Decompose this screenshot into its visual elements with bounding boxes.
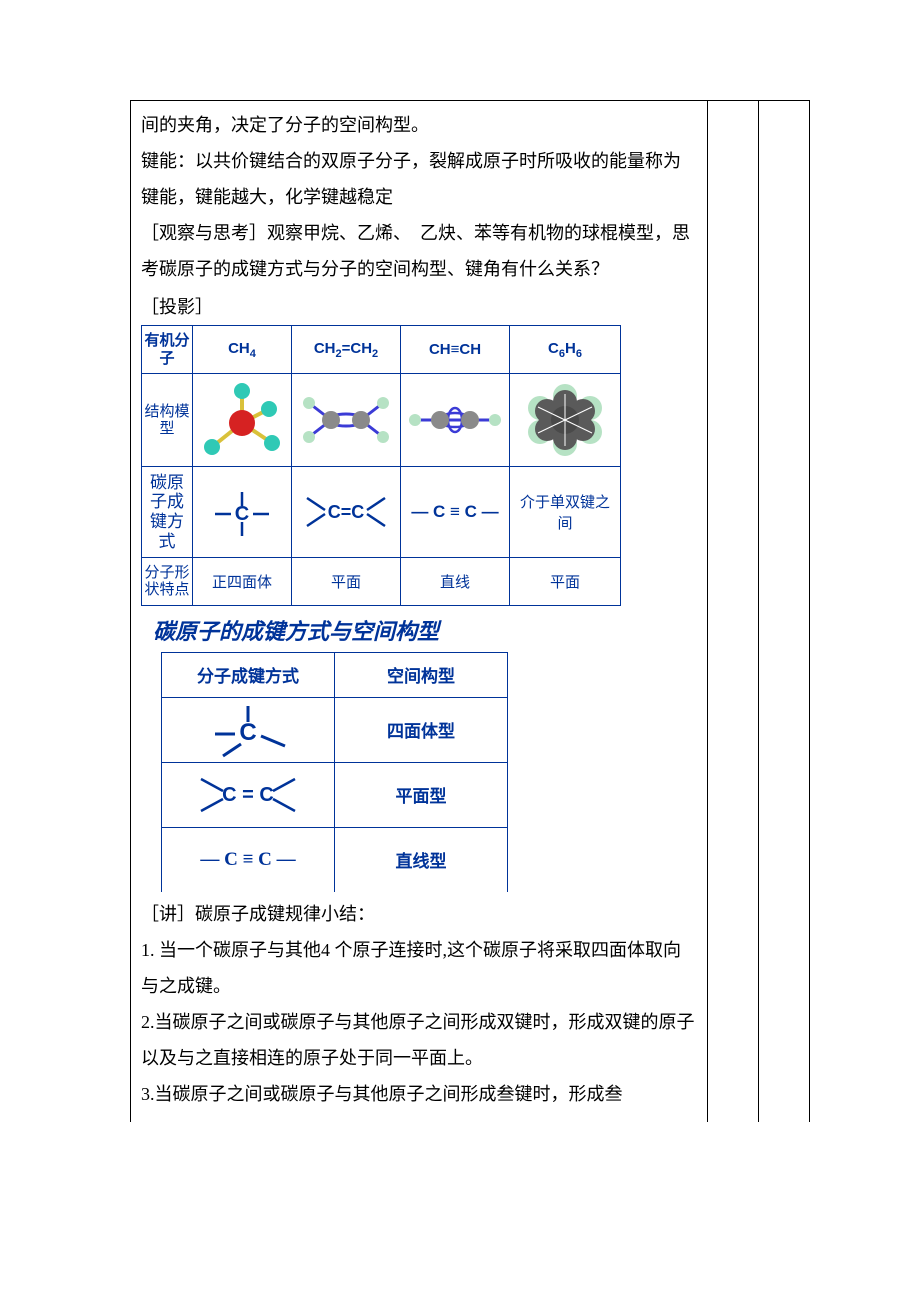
formula-ch4: CH4: [193, 326, 292, 374]
geometry-linear: 直线型: [335, 827, 508, 892]
intro-paragraph-1: 间的夹角，决定了分子的空间构型。: [141, 107, 697, 143]
table-row: 结构模型: [142, 373, 621, 466]
acetylene-icon: [405, 400, 505, 440]
shape-planar-1: 平面: [292, 558, 401, 606]
row-header-bonding: 碳原子成键方式: [142, 466, 193, 557]
observation-prompt: ［观察与思考］观察甲烷、乙烯、 乙炔、苯等有机物的球棍模型，思考碳原子的成键方式…: [141, 215, 697, 287]
outer-cell: 间的夹角，决定了分子的空间构型。 键能：以共价键结合的双原子分子，裂解成原子时所…: [130, 100, 810, 1122]
head-geometry: 空间构型: [335, 652, 508, 697]
bonding-benzene: 介于单双键之间: [510, 466, 621, 557]
bondmode-single: C: [162, 697, 335, 762]
table-row: — C ≡ C — 直线型: [162, 827, 508, 892]
side-column-1: [708, 101, 759, 1122]
double-bond-icon: C = C: [193, 771, 303, 819]
bonding-triple: — C ≡ C —: [401, 466, 510, 557]
head-bondmode: 分子成键方式: [162, 652, 335, 697]
row-header-molecule: 有机分子: [142, 326, 193, 374]
side-column-2: [759, 101, 809, 1122]
formula-c2h2: CH≡CH: [401, 326, 510, 374]
formula-c2h4: CH2=CH2: [292, 326, 401, 374]
bonding-double: C=C: [292, 466, 401, 557]
row-header-shape: 分子形状特点: [142, 558, 193, 606]
shape-linear: 直线: [401, 558, 510, 606]
table-row: 分子成键方式 空间构型: [162, 652, 508, 697]
row-header-model: 结构模型: [142, 373, 193, 466]
svg-text:C: C: [235, 503, 249, 525]
svg-text:C = C: C = C: [222, 784, 274, 806]
benzene-icon: [520, 380, 610, 460]
bondmode-triple: — C ≡ C —: [162, 827, 335, 892]
geometry-tetrahedral: 四面体型: [335, 697, 508, 762]
geometry-planar: 平面型: [335, 762, 508, 827]
bonding-geometry-table: 分子成键方式 空间构型 C 四面体型: [161, 652, 508, 892]
page: 间的夹角，决定了分子的空间构型。 键能：以共价键结合的双原子分子，裂解成原子时所…: [0, 0, 920, 1162]
lecture-point-2: 2.当碳原子之间或碳原子与其他原子之间形成双键时，形成双键的原子以及与之直接相连…: [141, 1004, 697, 1076]
model-acetylene: [401, 373, 510, 466]
single-bond-icon: C: [207, 486, 277, 538]
lecture-point-1: 1. 当一个碳原子与其他4 个原子连接时,这个碳原子将采取四面体取向与之成键。: [141, 932, 697, 1004]
double-bond-icon: C=C: [301, 490, 391, 534]
ethylene-icon: [296, 390, 396, 450]
single-bond-icon: C: [203, 702, 293, 758]
table-row: 分子形状特点 正四面体 平面 直线 平面: [142, 558, 621, 606]
model-benzene: [510, 373, 621, 466]
shape-tetrahedral: 正四面体: [193, 558, 292, 606]
table-row: 有机分子 CH4 CH2=CH2 CH≡CH C6H6: [142, 326, 621, 374]
intro-paragraph-2: 键能：以共价键结合的双原子分子，裂解成原子时所吸收的能量称为键能，键能越大，化学…: [141, 143, 697, 215]
projection-label: ［投影］: [141, 291, 697, 323]
methane-icon: [197, 381, 287, 459]
table-row: C = C 平面型: [162, 762, 508, 827]
table-row: C 四面体型: [162, 697, 508, 762]
svg-text:C=C: C=C: [328, 502, 365, 522]
shape-planar-2: 平面: [510, 558, 621, 606]
table2-title: 碳原子的成键方式与空间构型: [153, 614, 697, 646]
content-column: 间的夹角，决定了分子的空间构型。 键能：以共价键结合的双原子分子，裂解成原子时所…: [131, 101, 708, 1122]
lecture-point-3: 3.当碳原子之间或碳原子与其他原子之间形成叁键时，形成叁: [141, 1076, 697, 1112]
table-row: 碳原子成键方式 C C=C: [142, 466, 621, 557]
bonding-single: C: [193, 466, 292, 557]
model-methane: [193, 373, 292, 466]
lecture-heading: ［讲］碳原子成键规律小结：: [141, 896, 697, 932]
bondmode-double: C = C: [162, 762, 335, 827]
formula-c6h6: C6H6: [510, 326, 621, 374]
svg-text:C: C: [239, 719, 256, 746]
model-ethylene: [292, 373, 401, 466]
organic-molecules-table: 有机分子 CH4 CH2=CH2 CH≡CH C6H6 结构模型: [141, 325, 621, 605]
